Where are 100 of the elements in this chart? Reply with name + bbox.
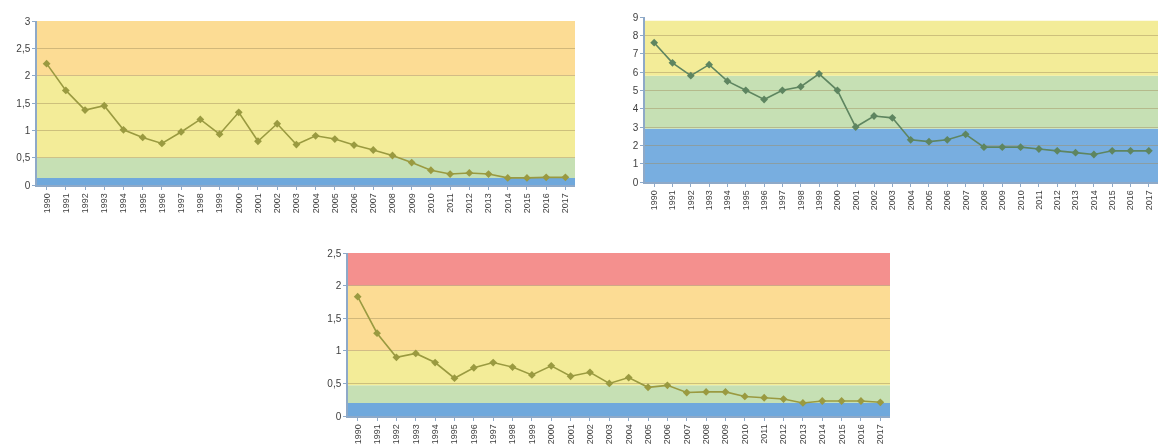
- x-tick-label: 2017: [1143, 190, 1154, 211]
- x-tick-label: 1992: [685, 190, 696, 211]
- x-tick-label: 2004: [905, 190, 916, 211]
- y-tick-label: 0: [24, 179, 31, 191]
- x-tick-label: 2000: [546, 424, 557, 445]
- point: [586, 368, 594, 377]
- x-tick-label: 2014: [502, 193, 513, 214]
- point: [407, 158, 416, 167]
- x-tick-label: 2014: [1088, 190, 1099, 211]
- x-tick-label: 2016: [541, 193, 552, 214]
- x-tick-label: 1999: [813, 190, 824, 211]
- y-tick-label: 2: [632, 139, 639, 151]
- x-tick-label: 1997: [777, 190, 788, 211]
- point: [61, 86, 70, 95]
- y-tick-label: 1: [24, 124, 31, 136]
- y-tick-label: 6: [632, 66, 639, 78]
- x-tick-label: 2009: [406, 193, 417, 214]
- x-tick-label: 2005: [923, 190, 934, 211]
- x-tick-label: 2000: [832, 190, 843, 211]
- point: [177, 128, 186, 136]
- y-tick-label: 0: [632, 176, 639, 188]
- x-tick-label: 2011: [445, 193, 456, 213]
- point: [741, 86, 750, 95]
- x-tick-label: 2005: [329, 193, 340, 214]
- point: [740, 392, 749, 401]
- x-tick-label: 2012: [464, 193, 475, 214]
- x-tick-label: 1994: [430, 424, 441, 445]
- x-tick-label: 1994: [722, 190, 733, 211]
- x-tick-label: 1994: [118, 193, 129, 214]
- point: [523, 173, 531, 182]
- x-tick-label: 2003: [291, 193, 302, 214]
- x-tick-label: 1996: [156, 193, 167, 214]
- x-tick-label: 1993: [99, 193, 110, 214]
- point: [465, 169, 474, 177]
- x-tick-label: 2002: [272, 193, 283, 214]
- point: [369, 146, 378, 154]
- x-tick-label: 2000: [233, 193, 244, 214]
- point: [254, 137, 262, 146]
- y-tick-label: 1: [335, 345, 342, 357]
- y-tick-label: 2: [24, 70, 31, 82]
- y-tick-label: 9: [632, 11, 639, 23]
- point: [431, 358, 440, 367]
- y-tick-label: 7: [632, 48, 639, 60]
- point: [234, 108, 243, 117]
- x-tick-label: 2016: [855, 424, 866, 445]
- x-tick-label: 2004: [310, 193, 321, 214]
- x-tick-label: 1990: [41, 193, 52, 214]
- point: [686, 71, 695, 80]
- point: [998, 143, 1007, 152]
- point: [888, 113, 897, 122]
- y-tick-label: 5: [632, 84, 639, 96]
- point: [469, 363, 478, 372]
- x-tick-label: 2015: [836, 424, 847, 445]
- y-tick-label: 1,5: [327, 312, 342, 324]
- point: [644, 383, 652, 392]
- x-tick-label: 2008: [387, 193, 398, 214]
- x-tick-label: 2002: [868, 190, 879, 211]
- x-tick-label: 2008: [978, 190, 989, 211]
- point: [668, 58, 677, 67]
- x-tick-label: 1999: [526, 424, 537, 445]
- y-tick-label: 0: [335, 410, 342, 422]
- point: [450, 374, 459, 383]
- x-tick-label: 2011: [1033, 190, 1044, 210]
- y-tick-label: 1,5: [16, 97, 31, 109]
- x-tick-label: 2012: [1052, 190, 1063, 211]
- y-tick-label: 3: [632, 121, 639, 133]
- point: [542, 173, 551, 182]
- x-tick-label: 2001: [252, 193, 263, 214]
- point: [779, 395, 788, 403]
- x-tick-label: 1992: [391, 424, 402, 445]
- x-tick-label: 2013: [1070, 190, 1081, 211]
- point: [1016, 143, 1025, 152]
- x-tick-label: 2002: [584, 424, 595, 445]
- point: [798, 399, 807, 407]
- x-tick-label: 1995: [137, 193, 148, 214]
- x-tick-label: 1993: [410, 424, 421, 445]
- point: [273, 119, 282, 128]
- point: [961, 130, 970, 139]
- point: [851, 123, 860, 131]
- point: [818, 397, 827, 405]
- x-tick-label: 2011: [759, 424, 770, 444]
- y-tick-label: 0,5: [16, 152, 31, 164]
- point: [42, 59, 51, 68]
- point: [330, 135, 339, 143]
- point: [508, 363, 517, 371]
- x-tick-label: 2001: [850, 190, 861, 211]
- x-tick-label: 2003: [887, 190, 898, 211]
- point: [566, 372, 575, 381]
- x-tick-label: 1996: [468, 424, 479, 445]
- point: [292, 140, 301, 149]
- point: [561, 173, 570, 182]
- x-tick-label: 1992: [79, 193, 90, 214]
- x-tick-label: 2004: [623, 424, 634, 445]
- x-tick-label: 1990: [649, 190, 660, 211]
- x-tick-label: 1999: [214, 193, 225, 214]
- point: [705, 60, 714, 69]
- point: [624, 373, 633, 382]
- x-tick-label: 2017: [560, 193, 571, 214]
- point: [721, 387, 730, 396]
- point: [876, 398, 885, 407]
